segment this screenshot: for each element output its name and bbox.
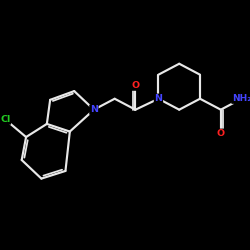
Text: NH₂: NH₂ [232, 94, 250, 103]
Text: N: N [154, 94, 162, 103]
Text: N: N [90, 105, 98, 114]
Text: Cl: Cl [0, 115, 10, 124]
Text: O: O [217, 129, 225, 138]
Text: O: O [132, 81, 140, 90]
